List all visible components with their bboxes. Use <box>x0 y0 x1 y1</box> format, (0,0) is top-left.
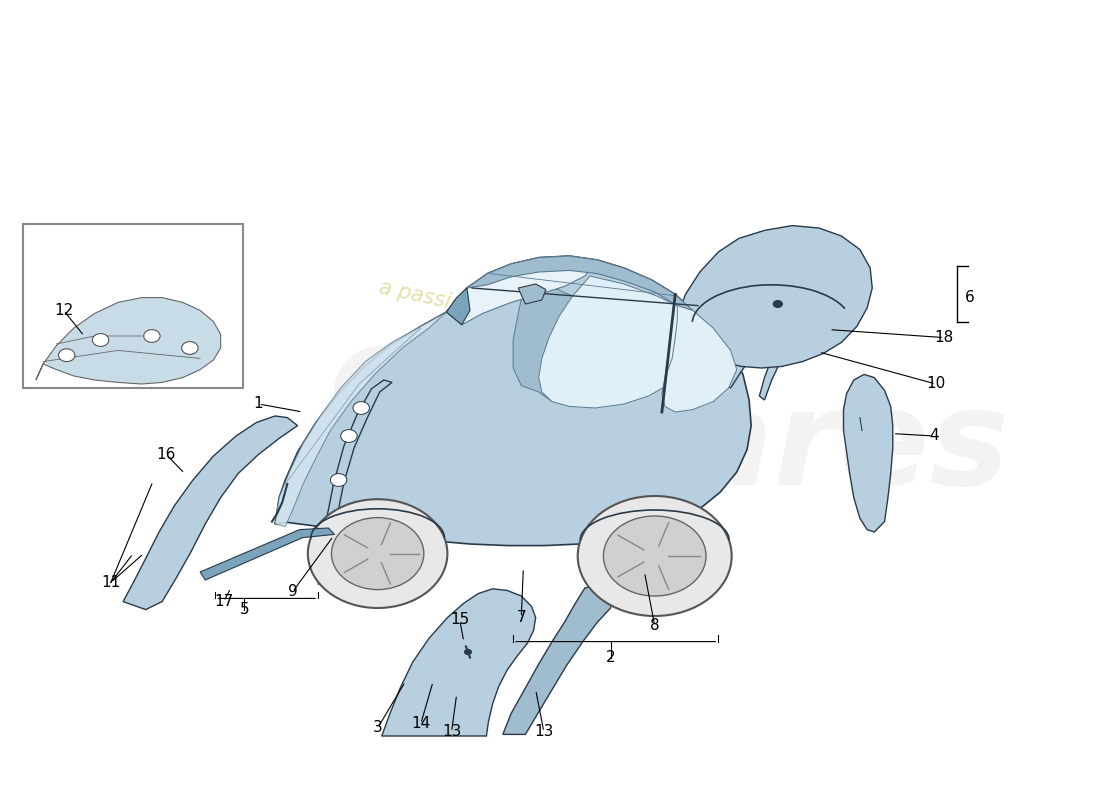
Text: 15: 15 <box>450 613 470 627</box>
Text: a passion for parts since 1985: a passion for parts since 1985 <box>377 278 690 362</box>
Text: 13: 13 <box>535 725 553 739</box>
Circle shape <box>578 496 732 616</box>
Circle shape <box>308 499 448 608</box>
Polygon shape <box>466 256 693 310</box>
Polygon shape <box>539 276 695 408</box>
Text: 11: 11 <box>101 575 121 590</box>
Text: 3: 3 <box>373 721 383 735</box>
Circle shape <box>604 516 706 596</box>
Polygon shape <box>200 528 334 580</box>
Text: 7: 7 <box>517 610 526 625</box>
Text: 12: 12 <box>54 303 74 318</box>
Circle shape <box>144 330 161 342</box>
Polygon shape <box>669 226 872 368</box>
Polygon shape <box>503 586 614 734</box>
Circle shape <box>772 300 783 308</box>
Text: 8: 8 <box>650 618 660 633</box>
Circle shape <box>353 402 370 414</box>
Circle shape <box>330 474 346 486</box>
Polygon shape <box>513 286 573 402</box>
Text: 17: 17 <box>214 594 233 609</box>
Circle shape <box>331 518 424 590</box>
Polygon shape <box>447 288 470 325</box>
Polygon shape <box>716 270 851 388</box>
Text: 4: 4 <box>930 429 938 443</box>
Circle shape <box>92 334 109 346</box>
Polygon shape <box>447 256 597 325</box>
Text: 10: 10 <box>926 377 946 391</box>
Polygon shape <box>123 416 298 610</box>
Polygon shape <box>759 284 844 400</box>
Polygon shape <box>662 306 737 412</box>
Polygon shape <box>844 374 893 532</box>
Text: 18: 18 <box>935 330 954 345</box>
Text: 13: 13 <box>442 725 461 739</box>
Circle shape <box>58 349 75 362</box>
Polygon shape <box>518 284 546 304</box>
Text: 6: 6 <box>965 290 975 305</box>
Polygon shape <box>318 380 392 586</box>
Text: 14: 14 <box>411 717 430 731</box>
Text: Spares: Spares <box>493 383 1010 513</box>
Text: 2: 2 <box>606 650 615 665</box>
Text: 1: 1 <box>254 397 263 411</box>
Polygon shape <box>36 298 221 384</box>
Polygon shape <box>275 256 751 546</box>
Circle shape <box>464 649 472 655</box>
Text: 9: 9 <box>287 585 297 599</box>
Circle shape <box>182 342 198 354</box>
Circle shape <box>341 430 358 442</box>
Polygon shape <box>275 312 447 526</box>
Text: 16: 16 <box>156 447 176 462</box>
Polygon shape <box>382 589 536 736</box>
Text: euro: euro <box>329 319 671 449</box>
FancyBboxPatch shape <box>23 224 243 388</box>
Text: 5: 5 <box>240 602 249 617</box>
